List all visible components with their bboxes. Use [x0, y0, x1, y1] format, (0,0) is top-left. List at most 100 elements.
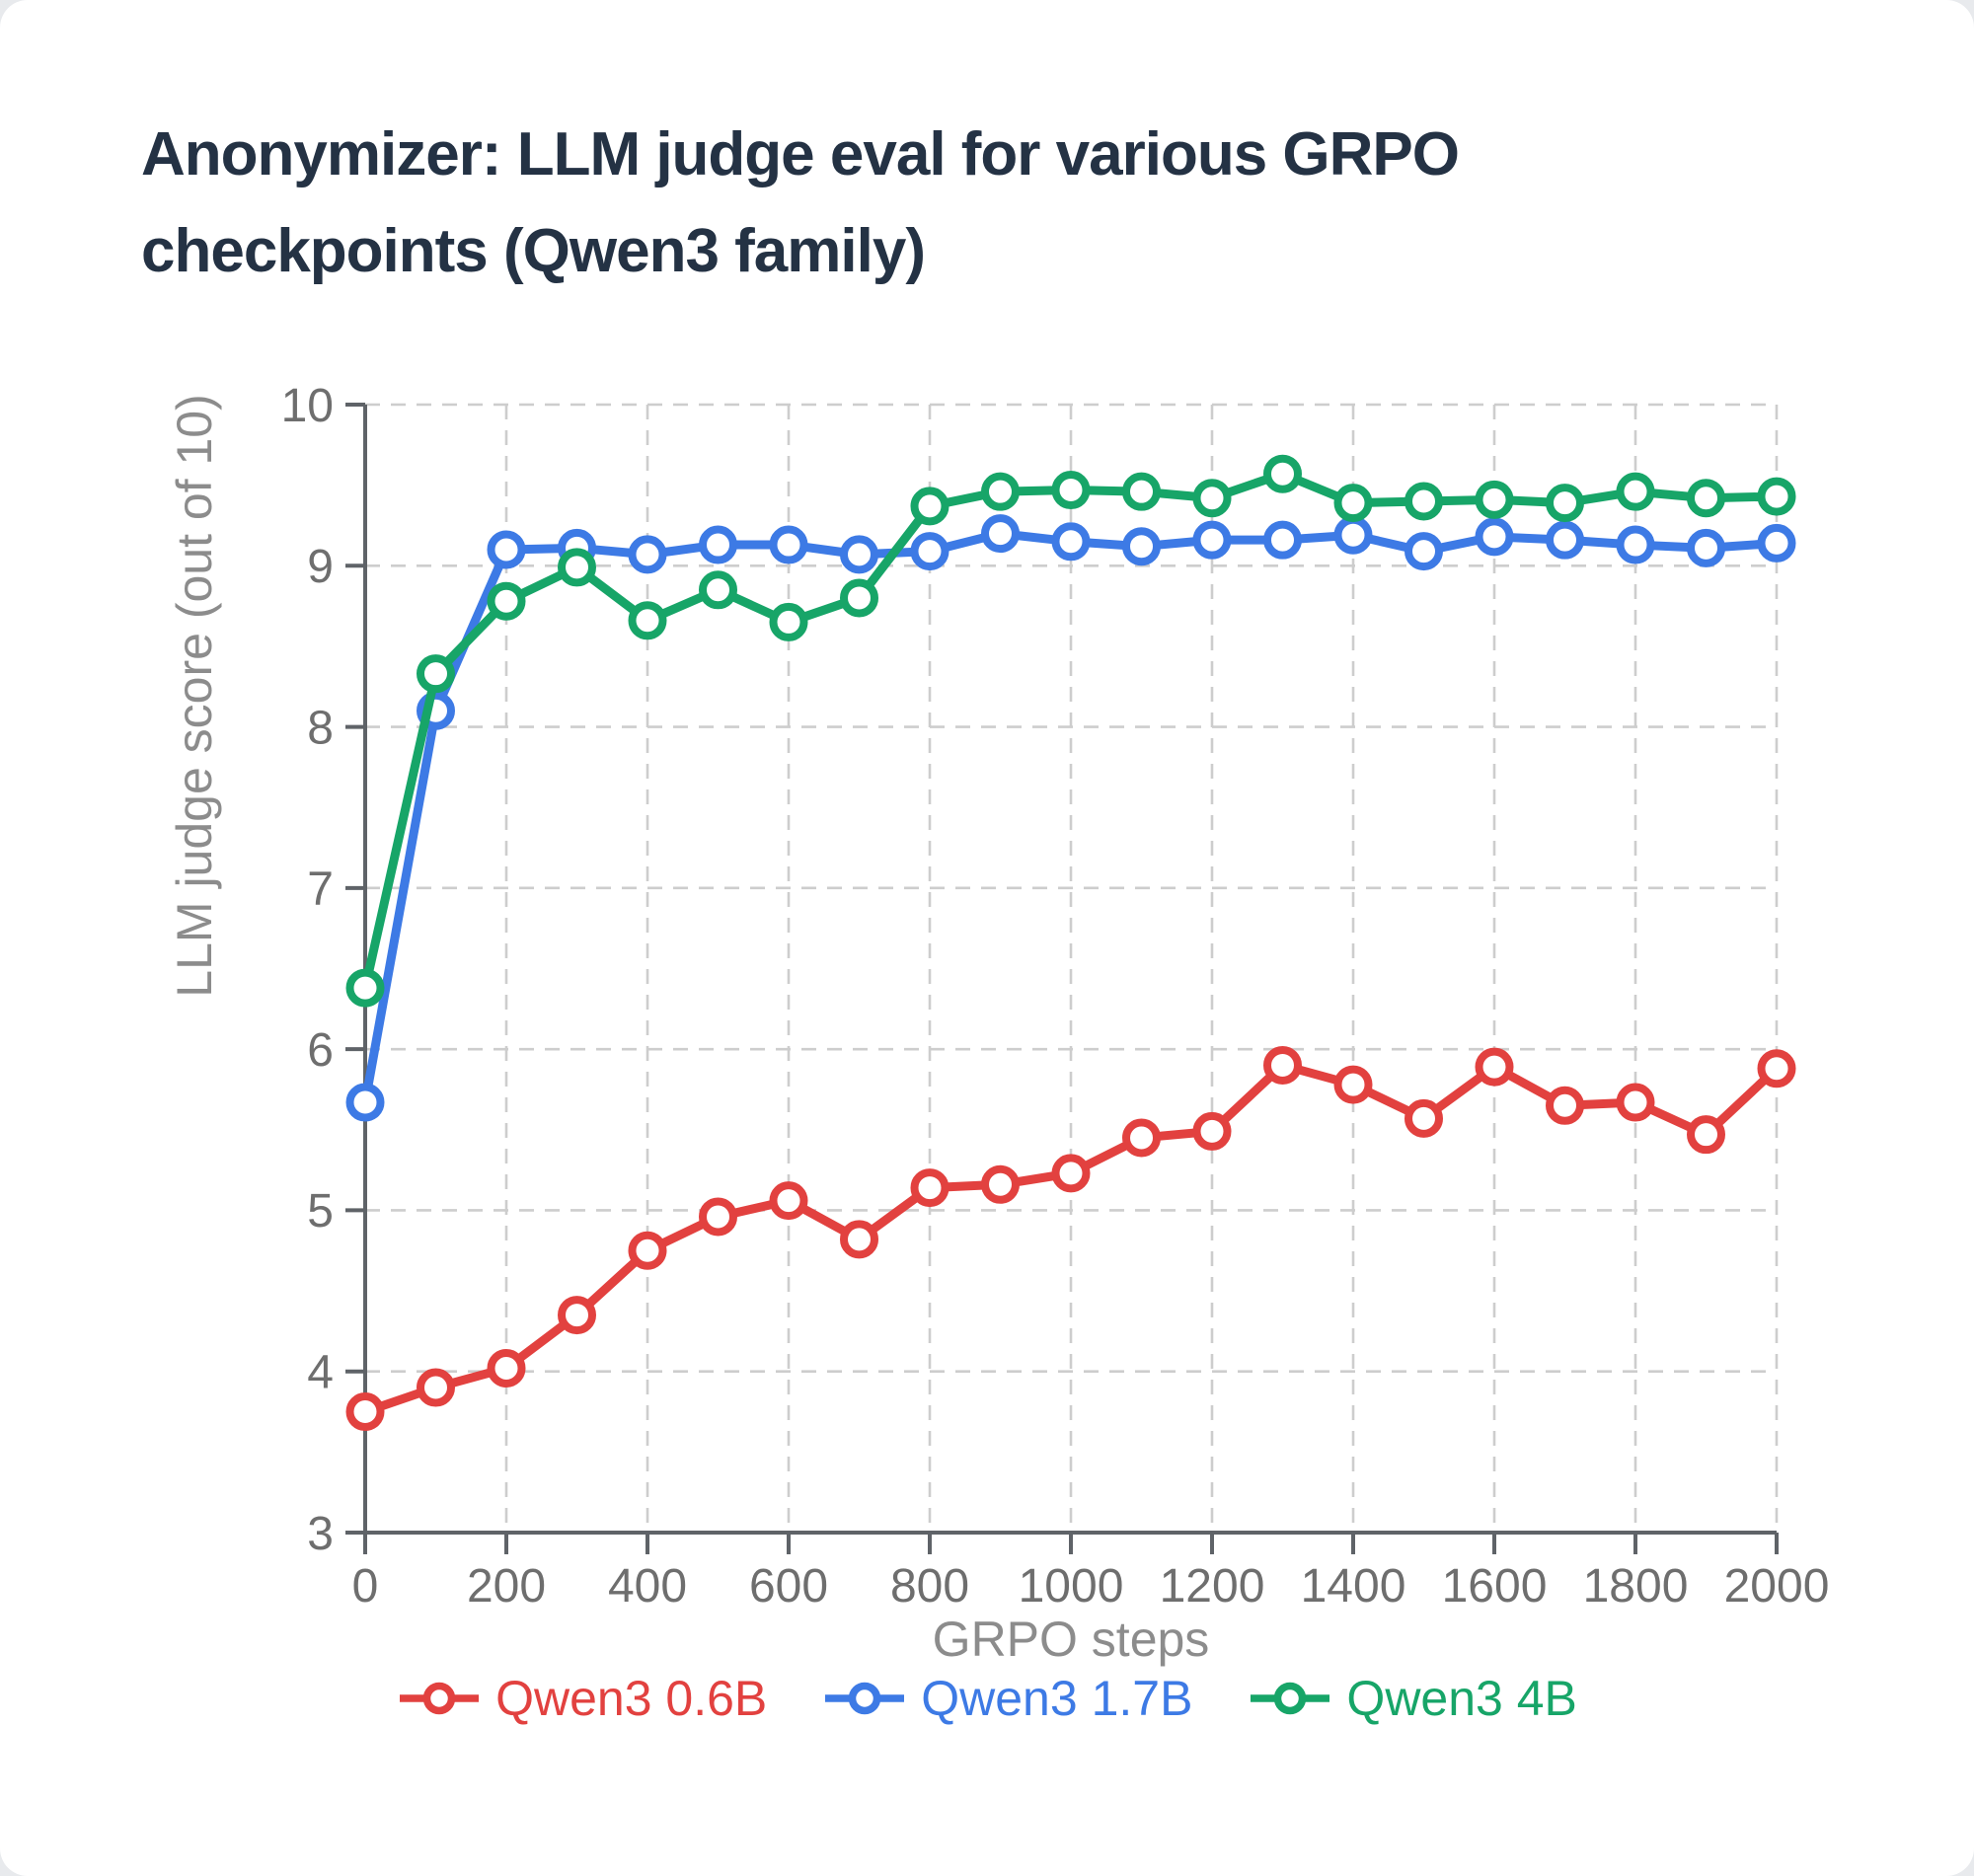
data-point-qwen3-0-6b	[1122, 1118, 1161, 1158]
y-tick-label: 10	[281, 380, 334, 432]
data-point-qwen3-1-7b	[1263, 520, 1302, 560]
x-tick-label: 1600	[1442, 1560, 1548, 1613]
data-point-qwen3-0-6b	[1757, 1049, 1796, 1088]
data-point-qwen3-0-6b	[417, 1368, 455, 1407]
data-point-qwen3-4b	[1263, 454, 1302, 493]
data-point-qwen3-1-7b	[769, 525, 808, 564]
gridlines	[365, 403, 1779, 1533]
data-point-qwen3-4b	[1757, 477, 1796, 516]
legend-item-qwen3-0-6b: Qwen3 0.6B	[397, 1670, 767, 1727]
data-point-qwen3-4b	[1122, 472, 1161, 511]
y-tick-label: 7	[307, 863, 334, 916]
legend-circle	[422, 1682, 456, 1715]
y-tick-label: 6	[307, 1024, 334, 1077]
x-tick-label: 1400	[1301, 1560, 1406, 1613]
data-point-qwen3-0-6b	[910, 1168, 949, 1208]
chart-title-line1: Anonymizer: LLM judge eval for various G…	[141, 120, 1460, 188]
x-tick-label: 2000	[1724, 1560, 1830, 1613]
data-point-qwen3-1-7b	[910, 532, 949, 571]
y-axis-label: LLM judge score (out of 10)	[167, 394, 222, 997]
data-point-qwen3-4b	[1405, 482, 1443, 521]
data-point-qwen3-4b	[345, 968, 385, 1008]
legend-item-qwen3-1-7b: Qwen3 1.7B	[822, 1670, 1192, 1727]
data-point-qwen3-4b	[487, 581, 526, 621]
data-point-qwen3-4b	[1333, 484, 1373, 523]
data-point-qwen3-0-6b	[1263, 1045, 1302, 1085]
y-tick-label: 9	[307, 541, 334, 593]
data-point-qwen3-4b	[910, 487, 949, 526]
x-tick-label: 800	[890, 1560, 969, 1613]
legend-label-qwen3-0-6b: Qwen3 0.6B	[495, 1671, 768, 1726]
data-point-qwen3-0-6b	[558, 1296, 596, 1335]
data-point-qwen3-0-6b	[840, 1220, 878, 1259]
legend-item-qwen3-4b: Qwen3 4B	[1248, 1670, 1577, 1727]
chart-title: Anonymizer: LLM judge eval for various G…	[141, 107, 1460, 300]
data-point-qwen3-0-6b	[1051, 1154, 1091, 1193]
data-point-qwen3-1-7b	[981, 514, 1020, 554]
data-point-qwen3-1-7b	[1051, 522, 1091, 562]
data-point-qwen3-4b	[417, 654, 455, 694]
x-tick-label: 1200	[1160, 1560, 1265, 1613]
data-point-qwen3-1-7b	[1122, 527, 1161, 566]
data-point-qwen3-0-6b	[1192, 1111, 1232, 1151]
x-tick-label: 400	[608, 1560, 687, 1613]
data-point-qwen3-4b	[699, 570, 737, 610]
data-point-qwen3-1-7b	[699, 525, 737, 564]
data-point-qwen3-0-6b	[1546, 1086, 1584, 1125]
data-point-qwen3-0-6b	[1333, 1065, 1373, 1104]
data-point-qwen3-1-7b	[487, 530, 526, 569]
data-point-qwen3-1-7b	[1475, 517, 1514, 557]
data-point-qwen3-4b	[558, 548, 596, 587]
legend-circle	[849, 1682, 881, 1715]
x-tick-label: 600	[749, 1560, 828, 1613]
series-qwen3-0-6b	[345, 1045, 1796, 1432]
data-point-qwen3-4b	[1546, 484, 1584, 523]
data-point-qwen3-0-6b	[487, 1348, 526, 1388]
data-point-qwen3-1-7b	[1616, 525, 1655, 564]
data-point-qwen3-1-7b	[1757, 523, 1796, 563]
data-point-qwen3-4b	[1475, 480, 1514, 519]
data-point-qwen3-0-6b	[1616, 1083, 1655, 1122]
data-point-qwen3-1-7b	[345, 1083, 385, 1122]
y-tick-label: 5	[307, 1185, 334, 1238]
axes: 3 4 5 6 7 8 9 10 0 200 400 600 800 1000 1200 1400 1600 18…	[281, 380, 1830, 1613]
legend: Qwen3 0.6B Qwen3 1.7B Qwen3 4B	[0, 1670, 1974, 1727]
x-tick-label: 0	[352, 1560, 379, 1613]
data-point-qwen3-4b	[1687, 479, 1725, 518]
legend-label-qwen3-4b: Qwen3 4B	[1346, 1671, 1577, 1726]
data-point-qwen3-0-6b	[628, 1231, 667, 1270]
data-point-qwen3-4b	[769, 602, 808, 641]
series-lines	[345, 454, 1796, 1432]
data-point-qwen3-0-6b	[1475, 1047, 1514, 1087]
data-point-qwen3-4b	[1616, 472, 1655, 511]
data-point-qwen3-0-6b	[1687, 1115, 1725, 1155]
data-point-qwen3-4b	[981, 472, 1020, 511]
data-point-qwen3-1-7b	[1192, 520, 1232, 560]
y-tick-label: 8	[307, 702, 334, 754]
data-point-qwen3-4b	[628, 601, 667, 640]
data-point-qwen3-1-7b	[1687, 528, 1725, 567]
x-axis-label: GRPO steps	[933, 1612, 1210, 1667]
chart-title-line2: checkpoints (Qwen3 family)	[141, 216, 926, 285]
data-point-qwen3-1-7b	[1333, 515, 1373, 555]
data-point-qwen3-1-7b	[840, 535, 878, 574]
legend-marker-icon	[400, 1682, 480, 1715]
x-tick-label: 1800	[1583, 1560, 1689, 1613]
y-tick-label: 3	[307, 1508, 334, 1560]
data-point-qwen3-0-6b	[769, 1181, 808, 1221]
x-tick-label: 1000	[1019, 1560, 1124, 1613]
legend-marker-icon	[1251, 1682, 1330, 1715]
series-qwen3-4b	[345, 454, 1796, 1008]
data-point-qwen3-4b	[1051, 471, 1091, 510]
y-tick-label: 4	[307, 1347, 334, 1399]
data-point-qwen3-1-7b	[1546, 520, 1584, 560]
legend-marker-icon	[825, 1682, 905, 1715]
data-point-qwen3-1-7b	[1405, 532, 1443, 571]
data-point-qwen3-0-6b	[345, 1392, 385, 1432]
data-point-qwen3-0-6b	[699, 1197, 737, 1237]
legend-circle	[1274, 1682, 1307, 1715]
data-point-qwen3-4b	[1192, 479, 1232, 518]
data-point-qwen3-0-6b	[1405, 1098, 1443, 1138]
